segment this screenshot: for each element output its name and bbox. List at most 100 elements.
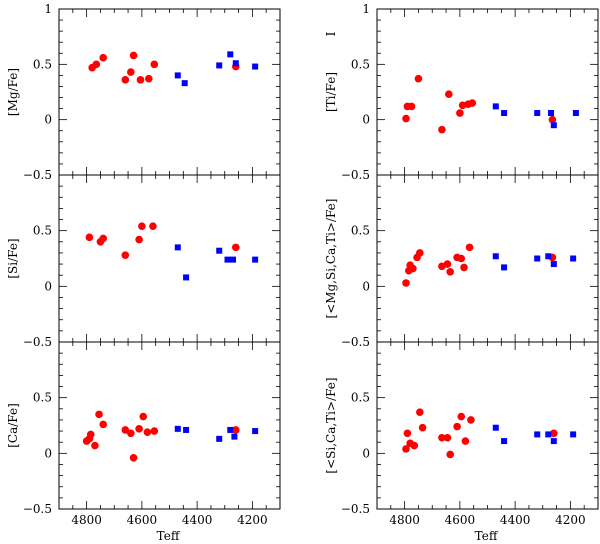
- data-point-red: [443, 260, 452, 268]
- x-tick-label: 4600: [445, 513, 476, 527]
- data-point-red: [402, 445, 410, 453]
- data-point-blue: [252, 428, 259, 435]
- data-point-blue: [501, 438, 508, 445]
- data-point-blue: [534, 255, 541, 262]
- data-point-blue: [224, 256, 231, 263]
- y-axis-label: [Ca/Fe]: [6, 403, 20, 448]
- panel-frame: [376, 8, 599, 176]
- data-point-blue: [252, 256, 259, 263]
- x-tick-label: 4800: [71, 513, 102, 527]
- data-point-red: [402, 114, 410, 123]
- x-tick-label: 4200: [237, 513, 268, 527]
- data-point-red: [129, 453, 138, 462]
- data-point-red: [129, 51, 138, 60]
- y-tick-label: 0: [362, 113, 370, 127]
- data-point-blue: [570, 255, 577, 262]
- data-point-red: [438, 125, 446, 134]
- panel-ca: 0.5 0 −0.5 4800 4600 4400 4200 [Ca/Fe]: [6, 341, 281, 527]
- y-axis-label: [Si/Fe]: [6, 238, 20, 278]
- data-point-red: [416, 408, 424, 416]
- x-tick-label: 4600: [127, 513, 158, 527]
- data-point-blue: [174, 244, 181, 251]
- data-point-red: [150, 60, 159, 69]
- panel-sicati: 0.5 0 −0.5 4800 4600 4400 4200 [<Si,Ca,Ti>/Fe]: [324, 341, 599, 527]
- data-point-red: [453, 422, 461, 431]
- data-point-blue: [227, 51, 234, 58]
- data-point-red: [150, 427, 159, 435]
- panel-mgsicati: 0.5 0 −0.5 [<Mg,Si,Ca,Ti>/Fe]: [324, 174, 599, 349]
- data-point-blue: [550, 122, 557, 129]
- data-point-red: [85, 233, 94, 242]
- y-tick-label: 0: [44, 113, 52, 127]
- y-tick-label: 0.5: [351, 57, 370, 71]
- data-point-blue: [174, 72, 181, 79]
- data-point-red: [410, 441, 419, 450]
- y-tick-label: −0.5: [23, 335, 52, 349]
- data-point-blue: [550, 438, 557, 445]
- data-point-blue: [548, 110, 555, 117]
- panel-frame: [58, 174, 281, 343]
- data-point-blue: [231, 433, 238, 440]
- data-point-red: [127, 68, 135, 76]
- data-point-red: [460, 263, 468, 272]
- panel-frame: [376, 341, 599, 510]
- data-point-red: [138, 222, 146, 231]
- data-point-red: [409, 264, 417, 273]
- data-point-blue: [570, 431, 577, 438]
- panel-si: 0.5 0 −0.5 [Si/Fe]: [6, 174, 281, 349]
- data-point-red: [456, 109, 464, 117]
- data-point-red: [95, 410, 103, 419]
- data-point-red: [232, 426, 240, 434]
- data-point-red: [232, 243, 240, 252]
- data-point-blue: [232, 60, 239, 67]
- data-point-blue: [216, 62, 223, 69]
- y-tick-label: 0.5: [33, 224, 52, 238]
- panel-mg: 1 0.5 0 −0.5 [Mg/Fe]: [6, 2, 281, 182]
- data-point-red: [403, 429, 412, 438]
- data-point-blue: [216, 247, 223, 254]
- data-point-red: [457, 412, 466, 421]
- data-point-red: [465, 243, 474, 252]
- data-point-blue: [572, 110, 579, 117]
- data-point-blue: [545, 253, 552, 260]
- data-point-red: [99, 234, 107, 243]
- data-point-red: [86, 430, 95, 439]
- data-point-red: [121, 76, 130, 84]
- y-tick-label: 0: [44, 446, 52, 460]
- y-axis-label: [<Si,Ca,Ti>/Fe]: [324, 377, 338, 473]
- data-point-blue: [492, 424, 499, 431]
- data-point-red: [144, 74, 153, 83]
- data-point-red: [443, 433, 452, 442]
- data-point-red: [135, 235, 143, 244]
- panels-layer: 1 0.5 0 −0.5 [Mg/Fe] 1 0.5 0 −0.5 [Ti/Fe] I 0.5 0 −0.…: [6, 2, 599, 527]
- data-point-red: [416, 249, 424, 257]
- panel-frame: [376, 174, 599, 343]
- data-point-red: [446, 268, 455, 276]
- data-point-blue: [216, 435, 223, 442]
- panel-frame: [58, 8, 281, 176]
- y-tick-label: −0.5: [23, 168, 52, 182]
- data-point-blue: [550, 261, 557, 268]
- data-point-red: [136, 76, 145, 84]
- data-point-blue: [501, 110, 508, 117]
- y-tick-label: −0.5: [341, 335, 370, 349]
- panel-frame: [58, 341, 281, 510]
- y-axis-label: [Ti/Fe]: [324, 72, 338, 112]
- data-point-blue: [534, 431, 541, 438]
- data-point-blue: [183, 274, 190, 281]
- y-tick-label: 0: [362, 279, 370, 293]
- data-point-red: [438, 433, 446, 442]
- data-point-red: [418, 423, 427, 432]
- data-point-red: [99, 53, 107, 62]
- data-point-red: [446, 450, 455, 459]
- y-tick-label: 0: [362, 446, 370, 460]
- data-point-red: [461, 437, 470, 445]
- data-point-red: [92, 60, 101, 69]
- y-tick-label: −0.5: [23, 502, 52, 516]
- data-point-blue: [181, 80, 188, 87]
- data-point-red: [139, 412, 148, 421]
- data-point-red: [445, 90, 453, 99]
- data-point-red: [99, 420, 107, 429]
- data-point-red: [550, 429, 558, 438]
